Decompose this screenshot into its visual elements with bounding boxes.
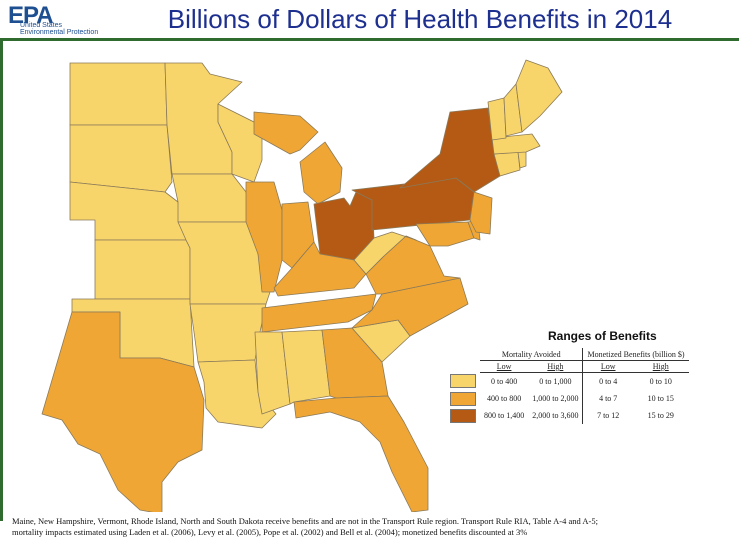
legend-mort-high: 0 to 1,000 <box>528 372 584 390</box>
state-vt <box>487 97 507 141</box>
state-la <box>197 359 277 429</box>
epa-logo-line1: United States <box>20 22 63 29</box>
epa-logo-line2: Environmental Protection <box>20 29 99 36</box>
state-ma <box>491 133 541 155</box>
footnote: Maine, New Hampshire, Vermont, Rhode Isl… <box>12 516 732 538</box>
legend-mort-low: 0 to 400 <box>491 377 518 386</box>
epa-logo: EPA United States Environmental Protecti… <box>6 2 116 36</box>
header-rule <box>0 38 739 41</box>
legend-mon-low: 7 to 12 <box>597 411 620 420</box>
state-ms <box>254 331 291 415</box>
legend-col-mort-low: Low <box>480 360 529 373</box>
footnote-line2: mortality impacts estimated using Laden … <box>12 527 528 537</box>
legend-col-mort-high: High <box>528 360 584 373</box>
benefits-map <box>41 59 563 512</box>
state-ia <box>171 173 253 223</box>
legend-row: 0 to 400 0 to 1,000 0 to 4 0 to 10 <box>446 372 689 390</box>
state-il <box>245 181 283 293</box>
state-ny <box>399 107 501 193</box>
legend-mon-low: 0 to 4 <box>599 377 618 386</box>
state-mi <box>253 111 343 205</box>
legend-mort-low: 800 to 1,400 <box>484 411 525 420</box>
footnote-line1: Maine, New Hampshire, Vermont, Rhode Isl… <box>12 516 598 526</box>
legend-mort-low: 400 to 800 <box>487 394 522 403</box>
page-title: Billions of Dollars of Health Benefits i… <box>167 4 673 34</box>
legend-mon-high: 10 to 15 <box>647 394 674 403</box>
legend-mort-high: 1,000 to 2,000 <box>528 390 584 407</box>
state-md <box>415 221 475 247</box>
state-tn <box>261 293 377 333</box>
legend-mon-low: 4 to 7 <box>599 394 618 403</box>
legend-col-mon-high: High <box>632 360 689 373</box>
legend-table: Mortality Avoided Monetized Benefits (bi… <box>446 348 689 424</box>
state-nj <box>469 191 493 235</box>
state-ar <box>189 303 267 363</box>
legend-mon-high: 0 to 10 <box>649 377 672 386</box>
epa-logo-mark: EPA <box>8 2 54 29</box>
state-tx <box>41 311 205 512</box>
state-me <box>515 59 563 133</box>
state-fl <box>293 395 429 512</box>
side-rule <box>0 41 3 521</box>
state-wv <box>353 231 417 275</box>
legend-row: 800 to 1,400 2,000 to 3,600 7 to 12 15 t… <box>446 407 689 424</box>
legend-swatch-mid <box>450 391 476 406</box>
legend-mortality-header: Mortality Avoided <box>480 348 584 361</box>
legend-mort-high: 2,000 to 3,600 <box>528 407 584 424</box>
state-ne <box>69 181 187 241</box>
state-ks <box>94 239 191 300</box>
legend-monetized-header: Monetized Benefits (billion $) <box>582 348 689 361</box>
legend-row: 400 to 800 1,000 to 2,000 4 to 7 10 to 1… <box>446 390 689 407</box>
legend-col-mon-low: Low <box>582 360 633 373</box>
legend-mon-high: 15 to 29 <box>647 411 674 420</box>
state-nd <box>69 62 168 126</box>
legend-swatch-low <box>450 374 476 389</box>
state-al <box>281 329 331 405</box>
state-sd <box>69 124 173 193</box>
legend-title: Ranges of Benefits <box>548 329 657 343</box>
legend-swatch-high <box>450 408 476 423</box>
